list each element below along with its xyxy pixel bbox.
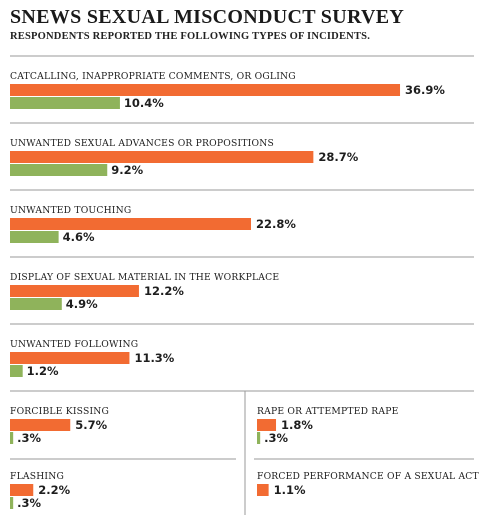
value-label-secondary: .3% bbox=[17, 496, 41, 510]
value-label-secondary: 1.2% bbox=[27, 364, 59, 378]
category-label: DISPLAY OF SEXUAL MATERIAL IN THE WORKPL… bbox=[10, 272, 279, 283]
value-label-primary: 12.2% bbox=[144, 284, 184, 298]
chart-subtitle: RESPONDENTS REPORTED THE FOLLOWING TYPES… bbox=[10, 31, 371, 42]
bar-secondary bbox=[10, 164, 108, 176]
category-label: FORCIBLE KISSING bbox=[10, 406, 109, 417]
category-label: UNWANTED FOLLOWING bbox=[10, 339, 138, 350]
category-label: CATCALLING, INAPPROPRIATE COMMENTS, OR O… bbox=[10, 71, 296, 82]
value-label-secondary: .3% bbox=[17, 431, 41, 445]
value-label-secondary: 10.4% bbox=[124, 96, 164, 110]
bar-secondary bbox=[10, 497, 14, 509]
category-label: UNWANTED TOUCHING bbox=[10, 205, 131, 216]
bar-secondary bbox=[10, 365, 23, 377]
bar-secondary bbox=[10, 97, 120, 109]
value-label-primary: 36.9% bbox=[405, 83, 445, 97]
category-label: RAPE OR ATTEMPTED RAPE bbox=[257, 406, 399, 417]
bar-secondary bbox=[10, 231, 59, 243]
value-label-primary: 2.2% bbox=[38, 483, 70, 497]
value-label-primary: 11.3% bbox=[134, 351, 174, 365]
value-label-secondary: 4.6% bbox=[63, 230, 95, 244]
chart-title: SNEWS SEXUAL MISCONDUCT SURVEY bbox=[10, 6, 405, 28]
value-label-primary: 1.8% bbox=[281, 418, 313, 432]
value-label-secondary: 4.9% bbox=[66, 297, 98, 311]
bar-primary bbox=[10, 419, 71, 431]
bar-primary bbox=[10, 285, 139, 297]
value-label-primary: 1.1% bbox=[274, 483, 306, 497]
bar-primary bbox=[257, 484, 269, 496]
bar-primary bbox=[10, 484, 34, 496]
bar-primary bbox=[10, 352, 130, 364]
bar-secondary bbox=[257, 432, 261, 444]
value-label-secondary: .3% bbox=[264, 431, 288, 445]
value-label-secondary: 9.2% bbox=[111, 163, 143, 177]
bar-primary bbox=[10, 84, 401, 96]
bar-primary bbox=[257, 419, 277, 431]
bar-primary bbox=[10, 218, 251, 230]
bar-secondary bbox=[10, 432, 14, 444]
bar-secondary bbox=[10, 298, 62, 310]
category-label: UNWANTED SEXUAL ADVANCES OR PROPOSITIONS bbox=[10, 138, 274, 149]
bar-primary bbox=[10, 151, 314, 163]
category-label: FLASHING bbox=[10, 471, 64, 482]
category-label: FORCED PERFORMANCE OF A SEXUAL ACT bbox=[257, 471, 480, 482]
value-label-primary: 22.8% bbox=[256, 217, 296, 231]
value-label-primary: 28.7% bbox=[318, 150, 358, 164]
value-label-primary: 5.7% bbox=[75, 418, 107, 432]
